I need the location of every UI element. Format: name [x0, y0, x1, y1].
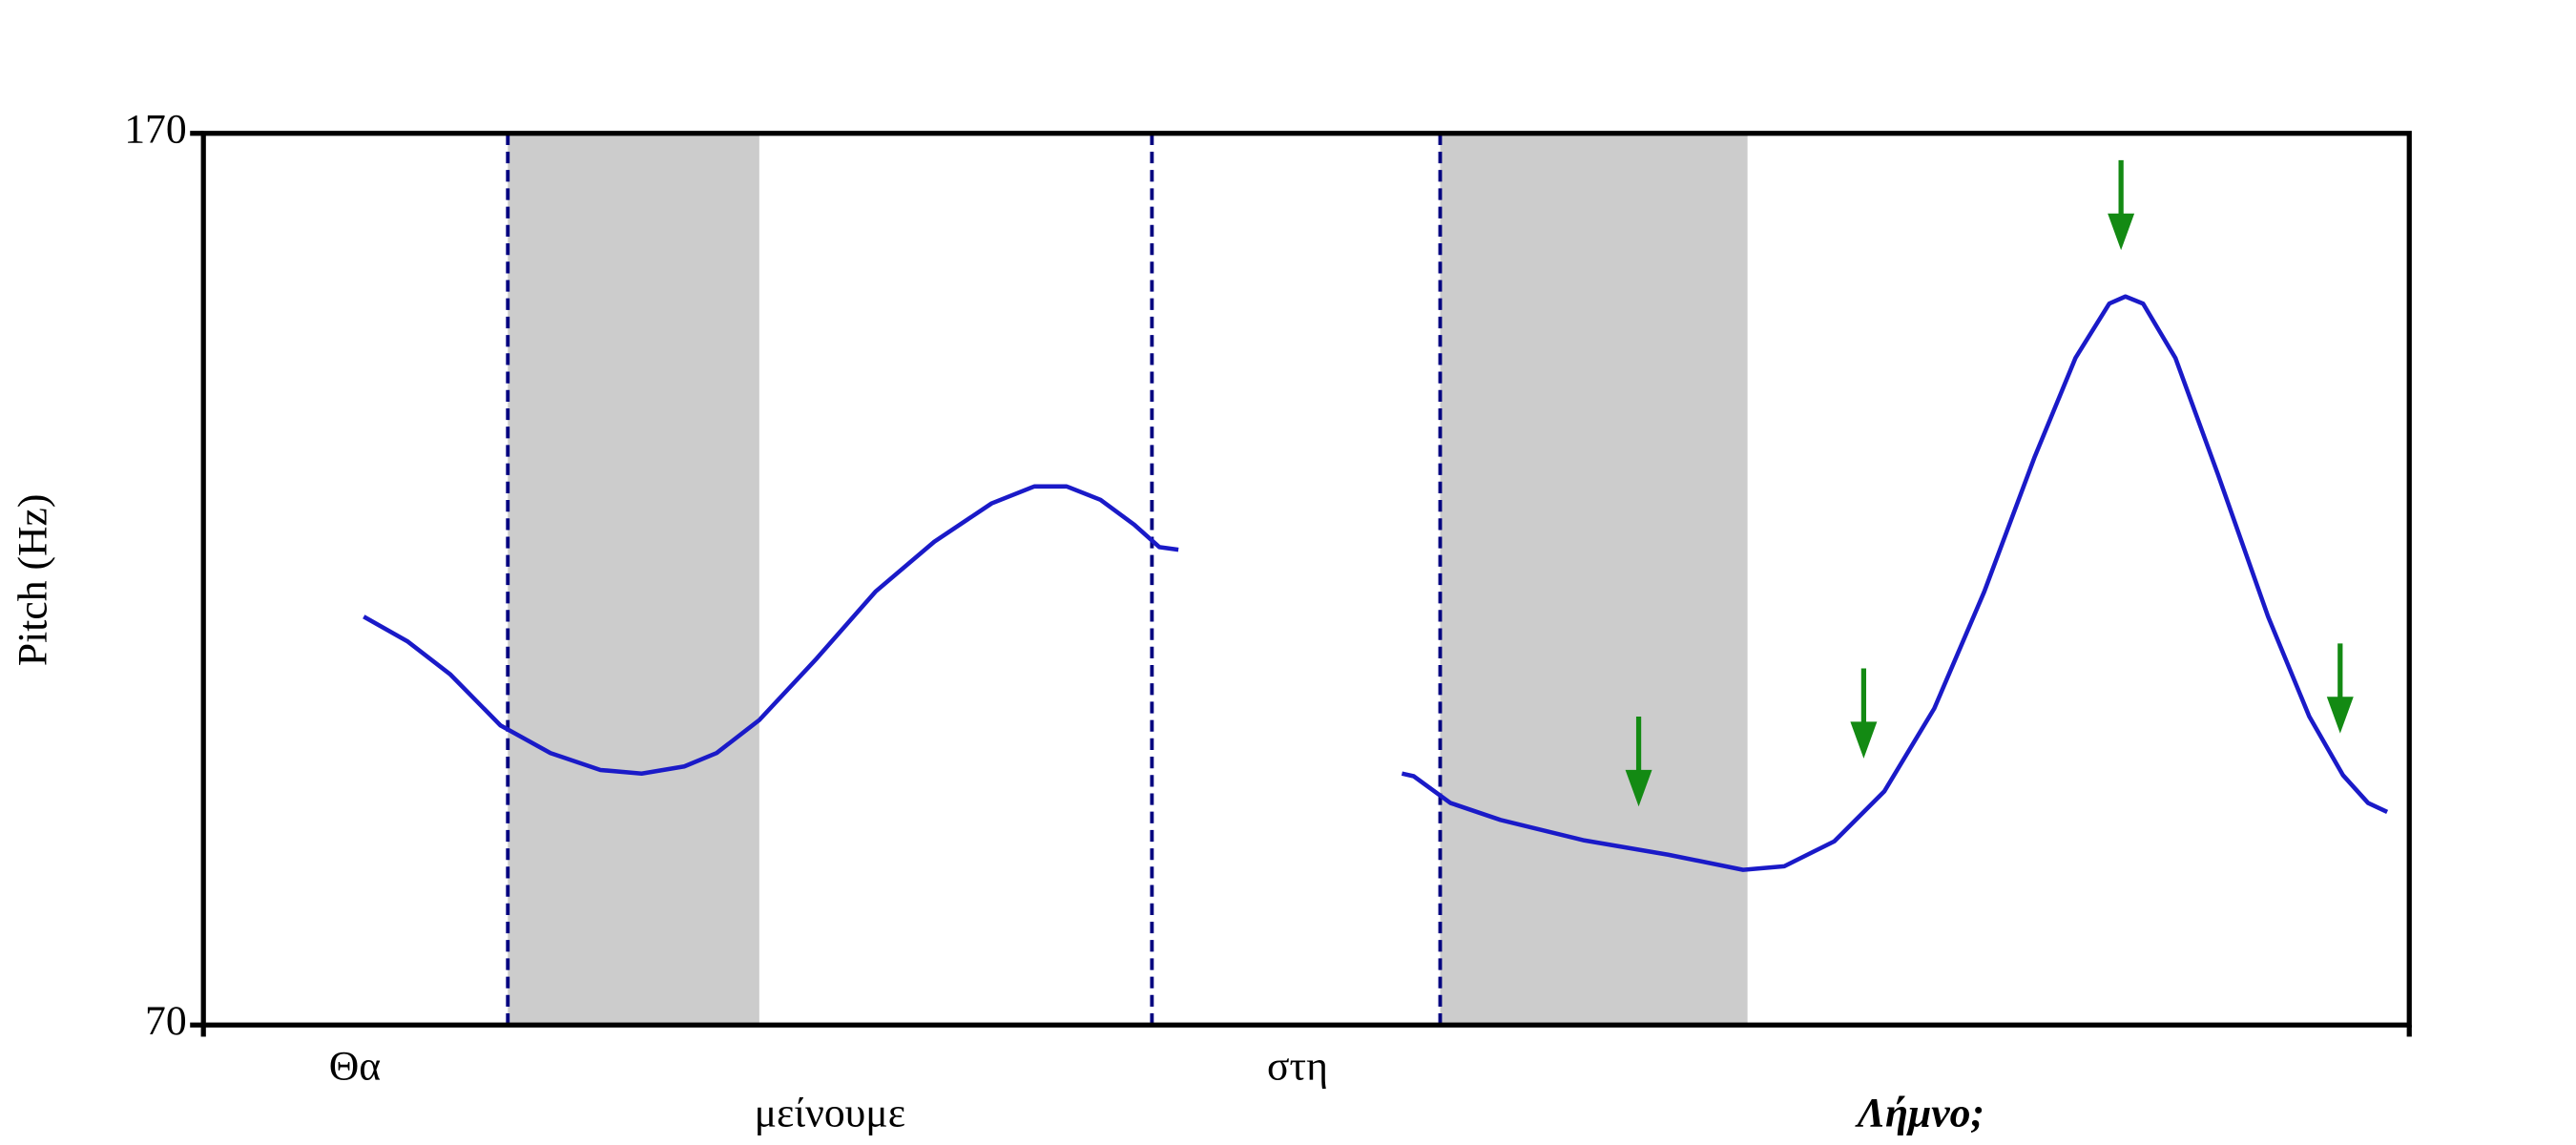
- arrow-head: [2326, 697, 2354, 734]
- arrow-head: [2108, 213, 2135, 251]
- shaded-span: [508, 133, 759, 1026]
- arrow: [1850, 668, 1878, 759]
- y-tick-label: 170: [124, 107, 187, 153]
- pitch-contour: [363, 294, 2389, 872]
- word-label: Θα: [329, 1043, 381, 1089]
- arrow: [1625, 716, 1652, 807]
- word-label: μείνουμε: [755, 1090, 905, 1135]
- word-label: Λήμνο;: [1855, 1090, 1984, 1135]
- word-label: στη: [1267, 1043, 1328, 1089]
- plot-frame: [200, 131, 2412, 1028]
- y-tick-label: 70: [145, 998, 187, 1044]
- arrow: [2108, 159, 2135, 251]
- shaded-span: [1440, 133, 1748, 1026]
- y-axis-label: Pitch (Hz): [10, 494, 55, 667]
- arrow: [2326, 643, 2354, 734]
- arrow-head: [1850, 721, 1878, 759]
- arrow-head: [1625, 769, 1652, 807]
